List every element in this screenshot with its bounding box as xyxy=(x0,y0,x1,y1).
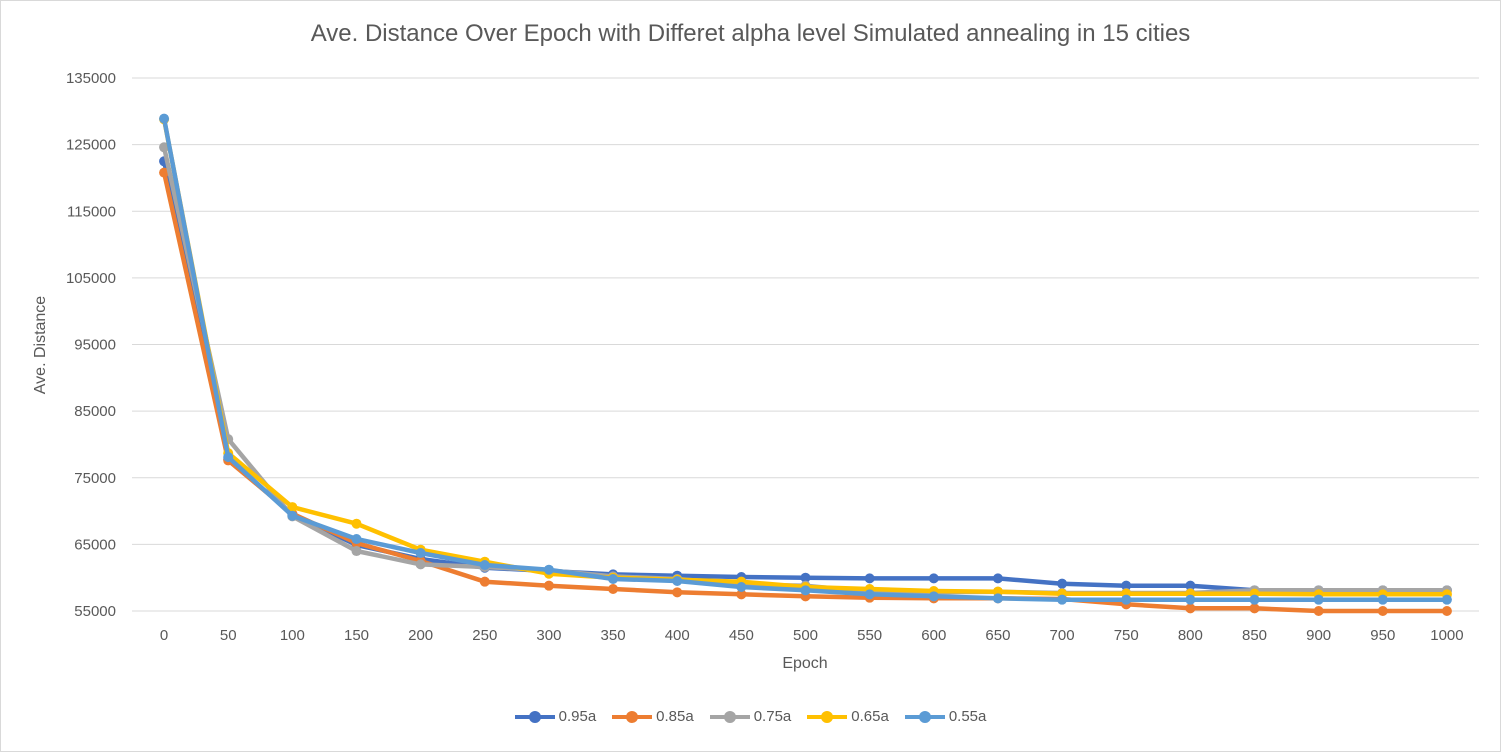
x-tick-label: 900 xyxy=(1306,627,1331,644)
data-point xyxy=(672,587,683,598)
y-tick-label: 65000 xyxy=(74,536,116,553)
data-point xyxy=(287,510,298,521)
data-point xyxy=(992,573,1003,584)
data-point xyxy=(287,502,298,513)
x-tick-label: 150 xyxy=(344,627,369,644)
data-point xyxy=(608,584,619,595)
data-point xyxy=(1249,603,1260,614)
data-point xyxy=(543,564,554,575)
y-tick-label: 135000 xyxy=(66,70,116,87)
x-tick-label: 0 xyxy=(160,627,168,644)
legend-label: 0.95a xyxy=(558,708,597,725)
y-tick-label: 75000 xyxy=(74,470,116,487)
x-tick-label: 400 xyxy=(665,627,690,644)
legend-item: 0.75a xyxy=(709,708,792,725)
x-tick-label: 950 xyxy=(1370,627,1395,644)
y-tick-label: 115000 xyxy=(67,203,116,220)
x-tick-label: 850 xyxy=(1242,627,1267,644)
data-point xyxy=(672,576,683,587)
data-point xyxy=(736,582,747,593)
legend-item: 0.95a xyxy=(514,708,597,725)
legend-item: 0.55a xyxy=(904,708,987,725)
x-tick-label: 500 xyxy=(793,627,818,644)
data-point xyxy=(479,576,490,587)
data-point xyxy=(479,560,490,571)
legend-label: 0.65a xyxy=(851,708,889,725)
data-point xyxy=(1377,606,1388,616)
legend-item: 0.65a xyxy=(807,708,889,725)
x-tick-label: 800 xyxy=(1178,627,1203,644)
data-point xyxy=(608,574,619,585)
data-point xyxy=(928,591,939,602)
data-point xyxy=(736,589,747,600)
legend-swatch xyxy=(612,710,653,723)
y-tick-label: 85000 xyxy=(74,403,116,420)
y-tick-label: 105000 xyxy=(66,270,116,287)
data-point xyxy=(800,572,811,583)
x-axis-label: Epoch xyxy=(782,655,828,672)
legend-item: 0.85a xyxy=(612,708,694,725)
series-0.95a xyxy=(159,156,1452,596)
legend-swatch xyxy=(709,710,750,723)
data-point xyxy=(1121,580,1132,591)
legend: 0.95a 0.85a 0.75a 0.65a 0.55a xyxy=(0,708,1501,725)
data-point xyxy=(1185,594,1196,605)
x-tick-label: 450 xyxy=(729,627,754,644)
series-0.65a xyxy=(159,114,1452,600)
x-tick-label: 750 xyxy=(1114,627,1139,644)
data-point xyxy=(928,573,939,584)
data-point xyxy=(1185,603,1196,614)
x-tick-label: 100 xyxy=(280,627,305,644)
data-point xyxy=(223,452,234,463)
data-point xyxy=(864,573,875,584)
chart-title: Ave. Distance Over Epoch with Differet a… xyxy=(310,20,1191,47)
data-point xyxy=(1441,606,1452,616)
data-point xyxy=(800,585,811,596)
x-tick-label: 600 xyxy=(921,627,946,644)
data-point xyxy=(1185,580,1196,591)
data-point xyxy=(351,546,362,557)
data-point xyxy=(351,534,362,545)
data-point xyxy=(1121,594,1132,605)
data-point xyxy=(415,559,426,570)
data-point xyxy=(351,518,362,529)
data-point xyxy=(864,589,875,600)
x-tick-label: 550 xyxy=(857,627,882,644)
data-point xyxy=(1441,594,1452,605)
data-point xyxy=(159,113,170,124)
data-point xyxy=(1057,578,1068,589)
x-tick-label: 250 xyxy=(472,627,497,644)
x-tick-label: 700 xyxy=(1050,627,1075,644)
series-0.75a xyxy=(159,142,1452,599)
y-tick-label: 55000 xyxy=(74,603,116,620)
legend-swatch xyxy=(904,710,945,723)
data-point xyxy=(1057,594,1068,605)
y-tick-label: 95000 xyxy=(74,337,116,354)
data-point xyxy=(415,548,426,559)
data-point xyxy=(159,167,170,178)
x-tick-label: 300 xyxy=(536,627,561,644)
legend-label: 0.75a xyxy=(753,708,792,725)
x-tick-label: 1000 xyxy=(1430,627,1463,644)
data-point xyxy=(992,593,1003,604)
legend-swatch xyxy=(807,710,848,723)
legend-label: 0.85a xyxy=(656,708,694,725)
legend-swatch xyxy=(514,710,555,723)
x-tick-label: 50 xyxy=(220,627,237,644)
x-tick-label: 350 xyxy=(601,627,626,644)
x-tick-label: 650 xyxy=(985,627,1010,644)
data-point xyxy=(1313,606,1324,616)
series-0.55a xyxy=(159,113,1452,605)
data-point xyxy=(1249,594,1260,605)
data-point xyxy=(1313,594,1324,605)
legend-label: 0.55a xyxy=(948,708,987,725)
data-point xyxy=(1377,594,1388,605)
data-point xyxy=(159,142,170,153)
x-tick-label: 200 xyxy=(408,627,433,644)
y-tick-label: 125000 xyxy=(66,137,116,154)
data-point xyxy=(543,580,554,591)
